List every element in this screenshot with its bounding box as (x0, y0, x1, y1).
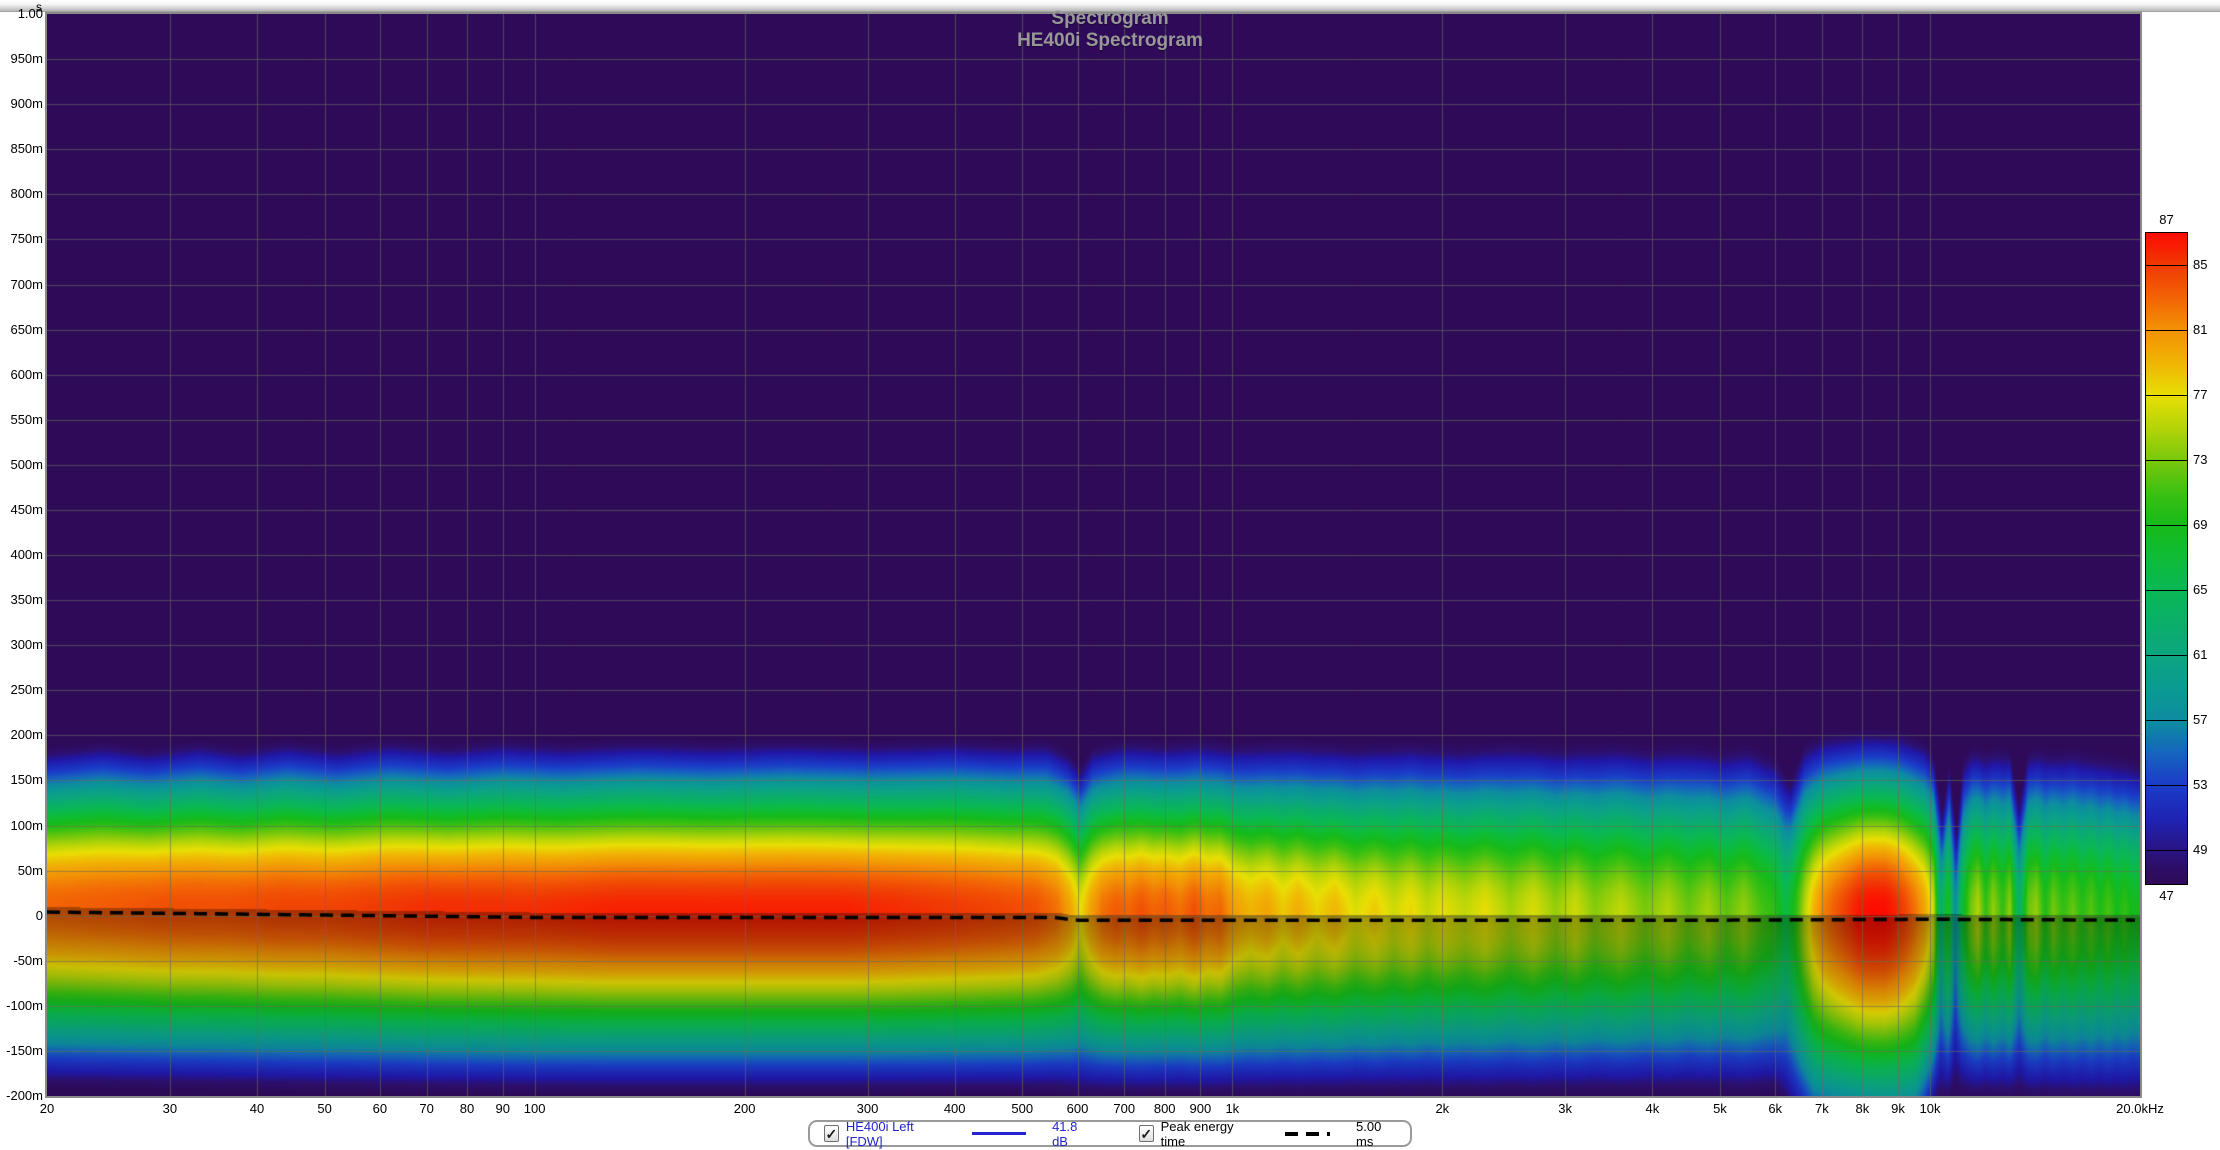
y-tick-label: 300m (10, 637, 43, 653)
x-tick-label: 900 (1189, 1101, 1212, 1116)
x-tick-label: 1k (1225, 1101, 1240, 1116)
y-tick-label: 850m (10, 141, 43, 157)
x-tick-label: 600 (1066, 1101, 1089, 1116)
series-value: 41.8 dB (1052, 1118, 1078, 1149)
y-tick-label: -50m (13, 952, 43, 968)
x-tick-label: 300 (856, 1101, 879, 1116)
y-tick-label: 800m (10, 186, 43, 202)
x-tick-label: 40 (249, 1101, 265, 1116)
top-bevel (0, 0, 2220, 12)
colorbar-tick-label: 61 (2193, 647, 2208, 663)
legend-box: ✓ HE400i Left [FDW] 41.8 dB ✓ Peak energ… (808, 1118, 1412, 1149)
colorbar-tick-label: 53 (2193, 777, 2208, 793)
y-tick-label: 950m (10, 51, 43, 67)
colorbar-segment (2146, 786, 2187, 851)
y-tick-label: 900m (10, 96, 43, 112)
x-tick-label: 8k (1855, 1101, 1870, 1116)
y-tick-label: 250m (10, 682, 43, 698)
x-tick-label: 700 (1113, 1101, 1136, 1116)
check-icon: ✓ (1140, 1125, 1153, 1142)
colorbar-tick-label: 65 (2193, 582, 2208, 598)
x-tick-label: 6k (1768, 1101, 1783, 1116)
y-tick-label: 700m (10, 276, 43, 292)
plot-frame (45, 12, 2142, 1098)
x-tick-label: 5k (1713, 1101, 1727, 1116)
colorbar-tick-label: 77 (2193, 386, 2208, 402)
y-tick-label: 450m (10, 501, 43, 517)
x-tick-label: 30 (162, 1101, 178, 1116)
y-tick-label: -200m (6, 1088, 43, 1103)
x-tick-label: 60 (372, 1101, 388, 1116)
y-tick-label: 350m (10, 592, 43, 608)
series-line-swatch (972, 1132, 1027, 1135)
x-tick-label: 90 (495, 1101, 510, 1116)
y-tick-label: 500m (10, 456, 43, 472)
colorbar-tick-label: 81 (2193, 321, 2208, 337)
colorbar-segment (2146, 233, 2187, 266)
colorbar-tick-label: 57 (2193, 712, 2208, 728)
colorbar-segment (2146, 396, 2187, 461)
peak-energy-dash-swatch (1285, 1131, 1331, 1136)
x-tick-label: 4k (1645, 1101, 1660, 1116)
y-tick-label: -150m (6, 1042, 43, 1058)
x-tick-label: 20.0kHz (2116, 1101, 2164, 1116)
x-tick-label: 100 (523, 1101, 546, 1116)
colorbar-segment (2146, 656, 2187, 721)
x-tick-label: 800 (1153, 1101, 1176, 1116)
series-visibility-checkbox[interactable]: ✓ (824, 1125, 839, 1142)
peak-energy-visibility-checkbox[interactable]: ✓ (1138, 1125, 1154, 1142)
colorbar-tick-label: 87 (2159, 212, 2174, 227)
colorbar-tick-label: 49 (2193, 842, 2208, 858)
y-tick-label: 600m (10, 366, 43, 382)
x-tick-label: 500 (1011, 1101, 1034, 1116)
x-tick-label: 9k (1891, 1101, 1905, 1116)
y-axis-unit-label: s (36, 0, 42, 14)
y-tick-label: 400m (10, 547, 43, 562)
y-tick-label: 0 (35, 907, 43, 923)
colorbar-segment (2146, 721, 2187, 786)
colorbar-tick-label: 73 (2193, 451, 2208, 467)
colorbar-tick-label: 47 (2159, 888, 2174, 903)
x-tick-label: 3k (1558, 1101, 1573, 1116)
y-tick-label: 100m (10, 817, 43, 833)
series-label[interactable]: HE400i Left [FDW] (845, 1118, 914, 1149)
colorbar-segment (2146, 591, 2187, 656)
x-tick-label: 50 (317, 1101, 332, 1116)
colorbar-segment (2146, 266, 2187, 331)
colorbar-segment (2146, 526, 2187, 591)
colorbar-segment (2146, 851, 2187, 884)
x-tick-label: 2k (1435, 1101, 1450, 1116)
y-tick-label: 1.00 (17, 6, 43, 21)
y-tick-label: 50m (17, 862, 43, 878)
y-tick-label: 550m (10, 411, 43, 427)
y-tick-label: -100m (6, 997, 43, 1013)
colorbar-tick-label: 69 (2193, 516, 2208, 532)
peak-energy-label[interactable]: Peak energy time (1160, 1118, 1234, 1149)
x-tick-label: 10k (1919, 1101, 1941, 1116)
y-tick-label: 750m (10, 231, 43, 247)
x-tick-label: 400 (943, 1101, 966, 1116)
x-tick-label: 70 (419, 1101, 434, 1116)
x-tick-label: 20 (39, 1101, 55, 1116)
y-tick-label: 200m (10, 727, 43, 743)
peak-energy-value: 5.00 ms (1356, 1118, 1382, 1149)
check-icon: ✓ (825, 1125, 838, 1142)
colorbar-tick-label: 85 (2193, 256, 2208, 272)
x-tick-label: 200 (733, 1101, 756, 1116)
x-tick-label: 7k (1815, 1101, 1829, 1116)
colorbar-segment (2146, 461, 2187, 526)
colorbar-segment (2146, 331, 2187, 396)
spectrogram-plot[interactable] (47, 14, 2140, 1096)
colorbar (2145, 232, 2188, 885)
x-tick-label: 80 (459, 1101, 475, 1116)
y-tick-label: 150m (10, 772, 43, 788)
y-tick-label: 650m (10, 321, 43, 337)
